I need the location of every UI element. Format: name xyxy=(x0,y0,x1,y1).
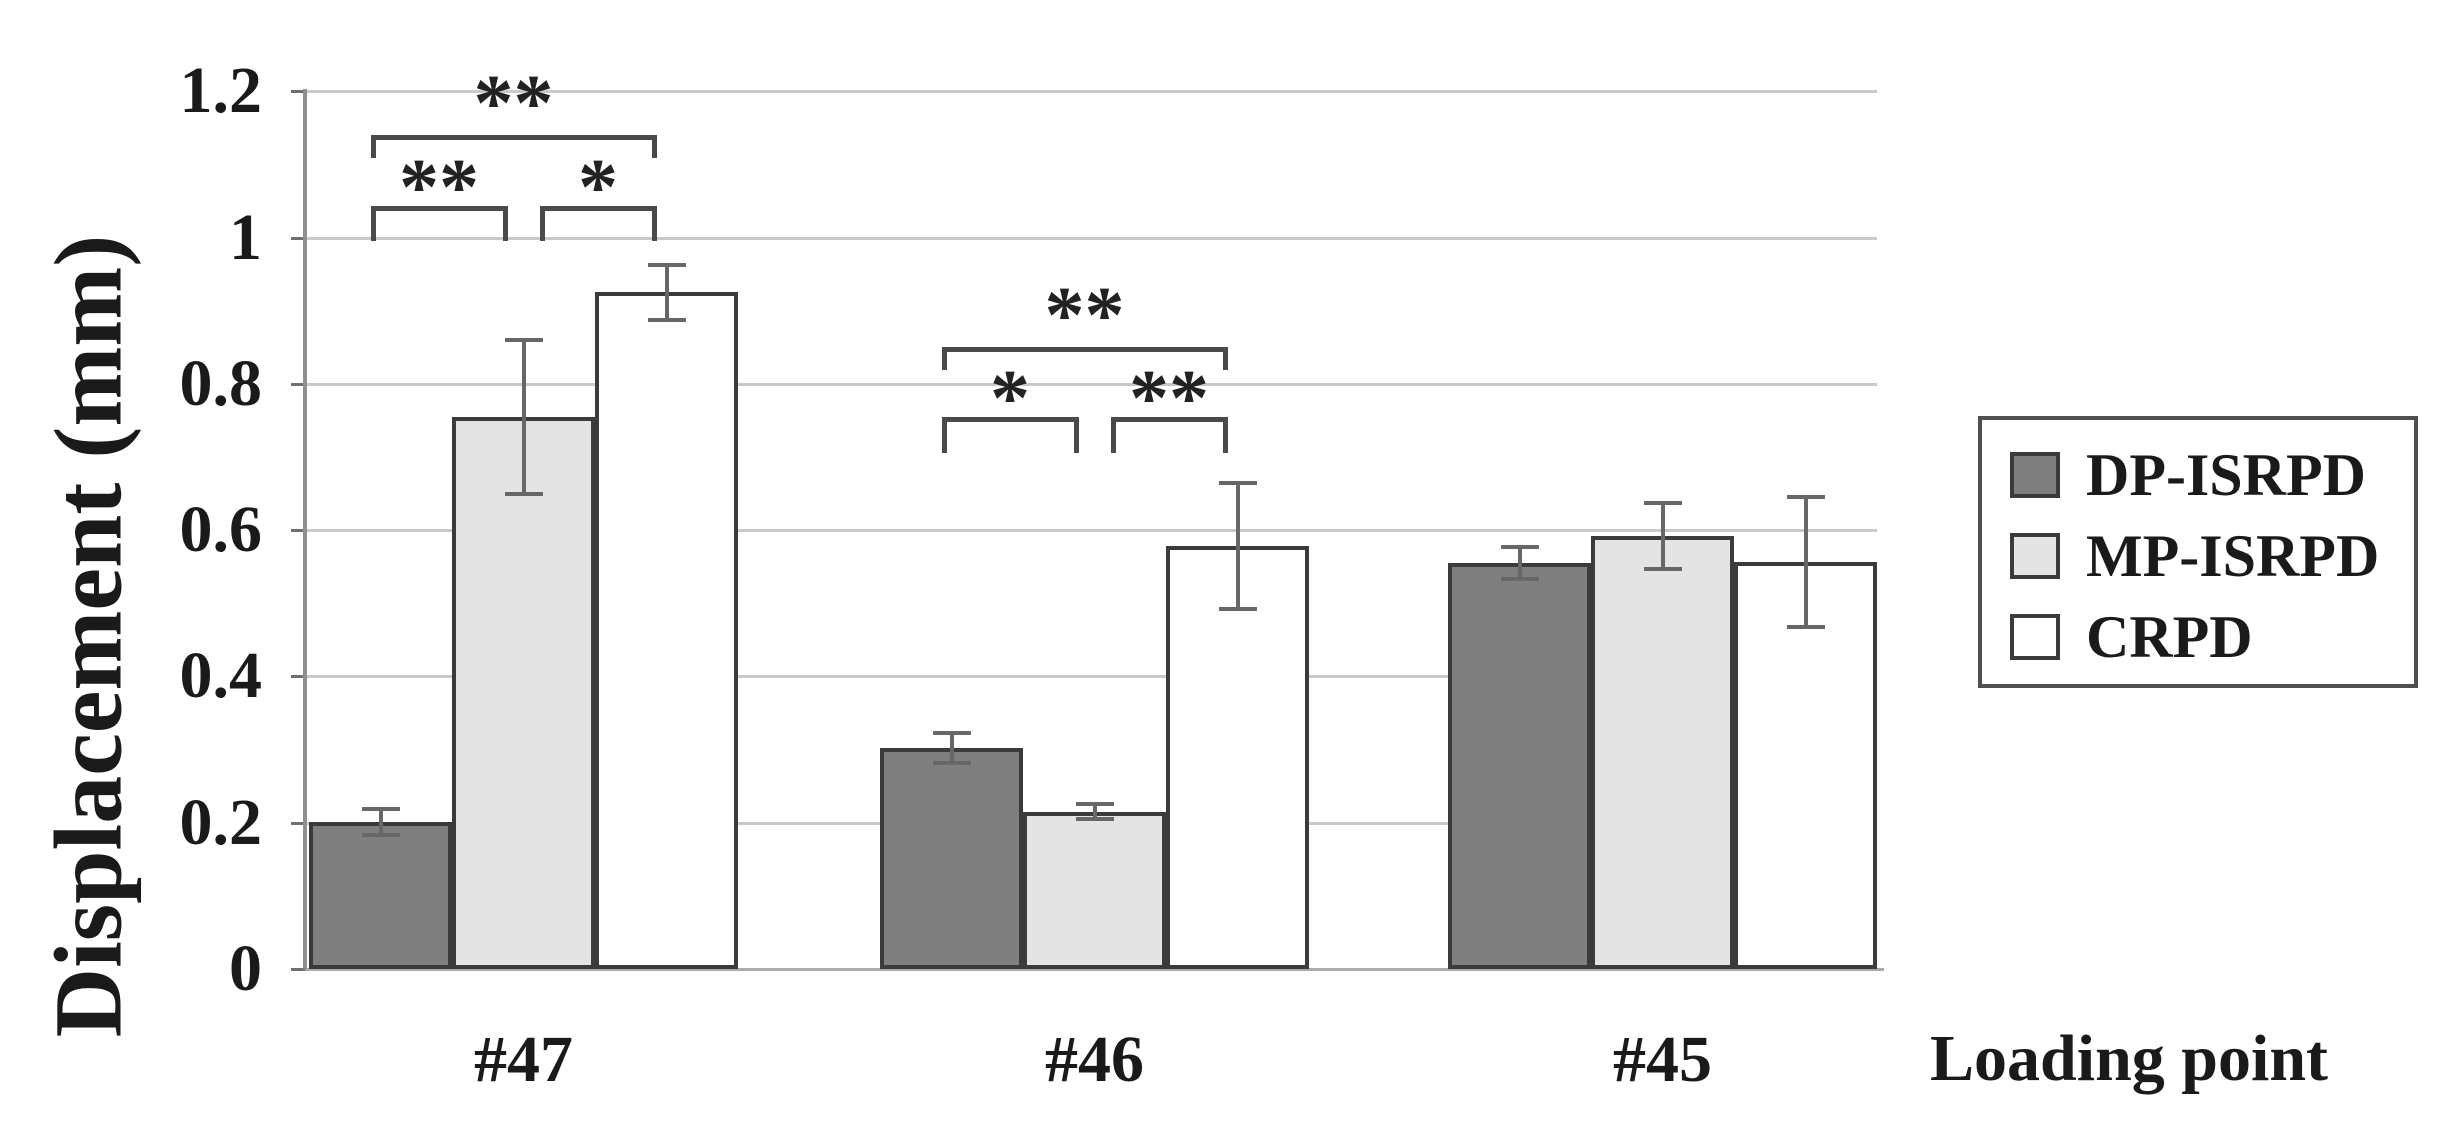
y-tick-label: 0.2 xyxy=(179,785,263,859)
legend-item-mp-isrpd: MP-ISRPD xyxy=(1982,515,2414,596)
y-tick-mark xyxy=(291,236,305,240)
y-tick-mark xyxy=(291,90,305,94)
legend: DP-ISRPD MP-ISRPD CRPD xyxy=(1978,416,2418,688)
error-bar-mp-isrpd-47-cap-bottom xyxy=(504,491,543,496)
significance-label: * xyxy=(990,355,1030,443)
bar-crpd-47 xyxy=(595,292,738,969)
y-tick-label: 0 xyxy=(229,932,262,1005)
bar-mp-isrpd-45 xyxy=(1591,536,1734,969)
error-bar-dp-isrpd-47-cap-top xyxy=(361,806,400,811)
error-bar-dp-isrpd-47 xyxy=(378,808,383,836)
significance-label: ** xyxy=(1129,355,1209,443)
legend-swatch-dp-isrpd xyxy=(2010,451,2060,498)
significance-bracket xyxy=(370,135,657,140)
error-bar-dp-isrpd-47-cap-bottom xyxy=(361,833,400,838)
x-axis-title: Loading point xyxy=(1930,1022,2328,1095)
significance-label: ** xyxy=(399,144,479,232)
error-bar-mp-isrpd-47 xyxy=(521,339,526,494)
y-tick-mark xyxy=(291,382,305,386)
significance-label: ** xyxy=(1044,272,1125,360)
y-tick-mark xyxy=(291,968,305,971)
significance-bracket xyxy=(1110,417,1228,422)
significance-bracket xyxy=(941,417,947,453)
significance-bracket xyxy=(370,206,376,241)
error-bar-crpd-46-cap-bottom xyxy=(1218,607,1257,612)
x-tick-label: #47 xyxy=(474,1023,573,1096)
legend-swatch-mp-isrpd xyxy=(2010,532,2060,579)
gridline xyxy=(305,382,1877,386)
error-bar-dp-isrpd-46 xyxy=(949,733,954,763)
x-axis-line xyxy=(305,968,1884,971)
significance-bracket xyxy=(651,206,657,241)
error-bar-dp-isrpd-45-cap-top xyxy=(1500,544,1539,549)
significance-bracket xyxy=(651,135,657,158)
significance-bracket xyxy=(941,347,1228,352)
error-bar-crpd-47-cap-top xyxy=(647,262,686,267)
bar-dp-isrpd-45 xyxy=(1448,563,1591,969)
legend-label-crpd: CRPD xyxy=(2086,603,2253,670)
y-tick-mark xyxy=(291,821,305,825)
error-bar-crpd-46-cap-top xyxy=(1218,481,1257,486)
y-tick-label: 1 xyxy=(229,200,262,274)
bar-crpd-45 xyxy=(1734,562,1877,969)
significance-bracket xyxy=(502,206,508,241)
error-bar-mp-isrpd-45-cap-bottom xyxy=(1643,566,1682,571)
significance-label: * xyxy=(578,144,618,232)
error-bar-mp-isrpd-45-cap-top xyxy=(1643,501,1682,506)
significance-bracket xyxy=(1222,417,1228,453)
gridline xyxy=(305,90,1877,94)
error-bar-crpd-46 xyxy=(1235,483,1240,610)
bar-mp-isrpd-47 xyxy=(452,417,595,969)
significance-bracket xyxy=(539,206,657,211)
gridline xyxy=(305,675,1877,679)
x-tick-label: #46 xyxy=(1045,1023,1144,1096)
x-tick-label: #45 xyxy=(1613,1023,1712,1096)
error-bar-crpd-47 xyxy=(664,264,669,321)
significance-bracket xyxy=(941,417,1079,422)
gridline xyxy=(305,236,1877,240)
legend-item-crpd: CRPD xyxy=(1982,596,2414,677)
bar-crpd-46 xyxy=(1166,546,1309,969)
legend-label-dp-isrpd: DP-ISRPD xyxy=(2086,441,2366,508)
bar-dp-isrpd-46 xyxy=(880,748,1023,969)
significance-bracket xyxy=(1222,347,1228,370)
significance-bracket xyxy=(941,347,947,370)
y-tick-mark xyxy=(291,529,305,533)
y-tick-mark xyxy=(291,675,305,679)
significance-bracket xyxy=(1110,417,1116,453)
error-bar-mp-isrpd-45 xyxy=(1660,503,1665,569)
y-axis-line xyxy=(303,89,307,969)
bar-mp-isrpd-46 xyxy=(1023,812,1166,969)
y-tick-label: 1.2 xyxy=(179,54,263,128)
error-bar-crpd-47-cap-bottom xyxy=(647,318,686,323)
significance-bracket xyxy=(1073,417,1079,453)
error-bar-crpd-45-cap-top xyxy=(1786,495,1825,500)
significance-bracket xyxy=(539,206,545,241)
error-bar-mp-isrpd-47-cap-top xyxy=(504,337,543,342)
significance-bracket xyxy=(370,206,508,211)
error-bar-dp-isrpd-46-cap-bottom xyxy=(932,760,971,765)
error-bar-dp-isrpd-46-cap-top xyxy=(932,731,971,736)
legend-item-dp-isrpd: DP-ISRPD xyxy=(1982,434,2414,515)
bar-dp-isrpd-47 xyxy=(309,822,452,969)
error-bar-mp-isrpd-46-cap-bottom xyxy=(1075,817,1114,822)
error-bar-crpd-45-cap-bottom xyxy=(1786,625,1825,630)
y-tick-label: 0.8 xyxy=(179,346,263,420)
legend-swatch-crpd xyxy=(2010,613,2060,660)
error-bar-mp-isrpd-46-cap-top xyxy=(1075,802,1114,807)
error-bar-crpd-45 xyxy=(1803,497,1808,628)
y-tick-label: 0.6 xyxy=(179,493,263,567)
legend-label-mp-isrpd: MP-ISRPD xyxy=(2086,522,2380,589)
significance-label: ** xyxy=(473,60,554,148)
y-tick-label: 0.4 xyxy=(179,639,263,713)
error-bar-dp-isrpd-45 xyxy=(1517,546,1522,580)
significance-bracket xyxy=(370,135,376,158)
error-bar-mp-isrpd-46 xyxy=(1092,804,1097,820)
gridline xyxy=(305,529,1877,533)
error-bar-dp-isrpd-45-cap-bottom xyxy=(1500,577,1539,582)
